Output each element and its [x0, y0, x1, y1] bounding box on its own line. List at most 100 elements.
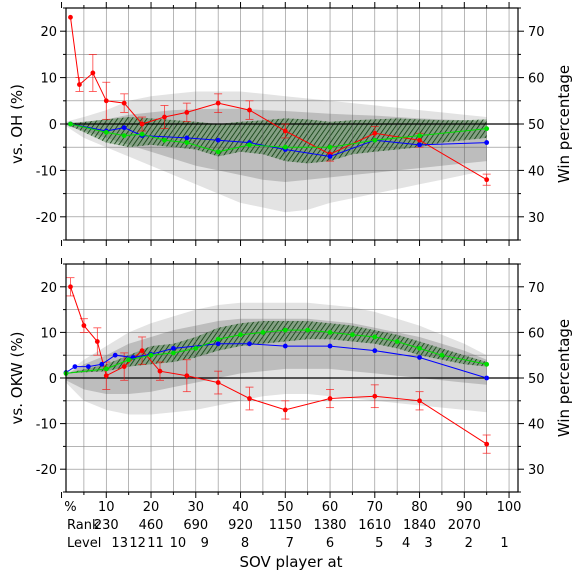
data-point: [126, 357, 132, 363]
data-point: [215, 336, 221, 342]
data-point: [139, 131, 145, 137]
data-point: [112, 352, 118, 358]
data-point: [417, 345, 422, 351]
data-point: [372, 393, 378, 399]
data-point: [282, 327, 288, 333]
x-axis-title: SOV player at: [239, 553, 342, 571]
rank-label: 1840: [403, 518, 436, 533]
data-point: [94, 339, 100, 344]
data-point: [215, 341, 221, 347]
y-axis-title: vs. OH (%): [8, 84, 26, 164]
data-point: [215, 149, 221, 155]
data-point: [372, 130, 378, 136]
series-bottom-1: [63, 341, 490, 381]
y-axis-title: vs. OKW (%): [8, 332, 26, 425]
rank-row-title: Rank: [67, 518, 100, 533]
ticks-bottom: [60, 258, 524, 498]
data-point: [99, 361, 105, 367]
data-point: [184, 373, 190, 379]
y-tick-label: 10: [40, 72, 57, 87]
data-point: [372, 137, 378, 143]
data-point: [484, 441, 490, 447]
level-label: 12: [129, 536, 146, 551]
data-point: [121, 133, 127, 139]
x-tick-label: 20: [143, 500, 160, 515]
y-right-tick-label: 30: [528, 211, 545, 226]
ticks-top: [60, 2, 524, 246]
data-point: [327, 154, 333, 159]
data-point: [215, 380, 221, 385]
data-point: [327, 144, 333, 150]
level-label: 3: [424, 536, 432, 551]
data-point: [215, 100, 221, 106]
data-point: [238, 332, 243, 338]
data-point: [247, 396, 252, 401]
rank-label: 1380: [313, 518, 346, 533]
level-label: 10: [170, 536, 187, 551]
data-point: [439, 352, 445, 358]
y-right-tick-label: 30: [528, 463, 545, 478]
data-point: [417, 142, 422, 148]
data-point: [260, 330, 266, 335]
series-bottom-0: [66, 277, 491, 454]
data-point: [85, 364, 91, 369]
data-point: [184, 140, 190, 145]
data-point: [247, 107, 252, 113]
y-tick-label: 20: [40, 25, 57, 40]
data-point: [68, 121, 73, 127]
data-point: [81, 323, 87, 328]
rank-label: 920: [228, 518, 253, 533]
data-point: [282, 343, 288, 349]
y-tick-label: 0: [49, 372, 57, 387]
panel-vs-okw: -20 -10 0 10 20 30 40 50 60 70 vs. OKW (%) Win perc…: [8, 258, 573, 498]
data-point: [121, 100, 127, 106]
data-point: [305, 327, 311, 333]
level-label: 5: [375, 536, 383, 551]
x-tick-label: 50: [277, 500, 294, 515]
level-label: 9: [201, 536, 209, 551]
data-point: [484, 140, 490, 145]
data-point: [72, 364, 78, 369]
y-tick-label: -10: [36, 418, 57, 433]
level-label: 6: [326, 536, 334, 551]
y-tick-label: 10: [40, 326, 57, 341]
level-label: 11: [147, 536, 164, 551]
y-tick-label: 0: [49, 118, 57, 133]
x-tick-label: 10: [98, 500, 115, 515]
data-point: [139, 121, 145, 127]
data-point: [77, 82, 82, 87]
data-point: [184, 110, 190, 115]
data-point: [103, 129, 109, 135]
data-point: [247, 142, 252, 148]
x-tick-label: 60: [322, 500, 339, 515]
data-point: [193, 345, 199, 351]
series-line: [70, 123, 487, 158]
data-point: [372, 348, 378, 354]
data-point: [417, 355, 422, 360]
data-point: [121, 364, 127, 369]
y-right-axis-title: Win percentage: [555, 65, 573, 183]
level-label: 4: [402, 536, 410, 551]
series-top-2: [68, 121, 490, 155]
x-tick-label: 30: [188, 500, 205, 515]
data-point: [247, 341, 252, 347]
data-point: [327, 330, 333, 335]
y-right-tick-label: 40: [528, 164, 545, 179]
y-tick-label: -10: [36, 164, 57, 179]
data-point: [162, 137, 167, 143]
x-tick-label: 90: [456, 500, 473, 515]
rank-label: 1610: [358, 518, 391, 533]
y-right-axis-title: Win percentage: [555, 319, 573, 437]
level-row-title: Level: [67, 536, 101, 551]
data-point: [282, 407, 288, 413]
y-right-tick-label: 50: [528, 372, 545, 387]
data-point: [121, 125, 127, 131]
y-right-tick-label: 50: [528, 118, 545, 133]
y-right-tick-label: 70: [528, 281, 545, 296]
x-tick-label: 70: [367, 500, 384, 515]
rank-label: 690: [183, 518, 208, 533]
rank-label: 2070: [448, 518, 481, 533]
data-point: [215, 137, 221, 143]
data-point: [350, 332, 355, 338]
